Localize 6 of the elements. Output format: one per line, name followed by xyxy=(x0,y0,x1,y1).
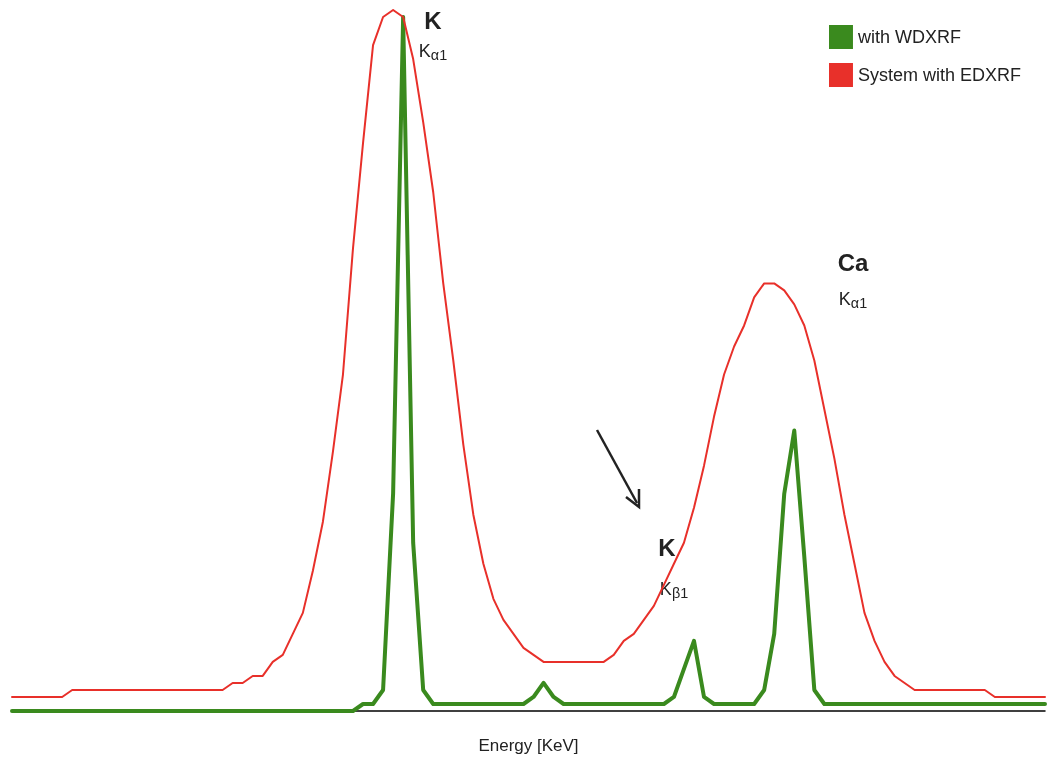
legend-label: System with EDXRF xyxy=(857,65,1021,85)
annotation: Ca xyxy=(837,248,869,276)
legend-label: with WDXRF xyxy=(856,27,961,47)
x-axis-title: Energy [KeV] xyxy=(478,736,579,755)
annotation: K xyxy=(424,6,443,34)
annotation: K xyxy=(658,533,677,561)
